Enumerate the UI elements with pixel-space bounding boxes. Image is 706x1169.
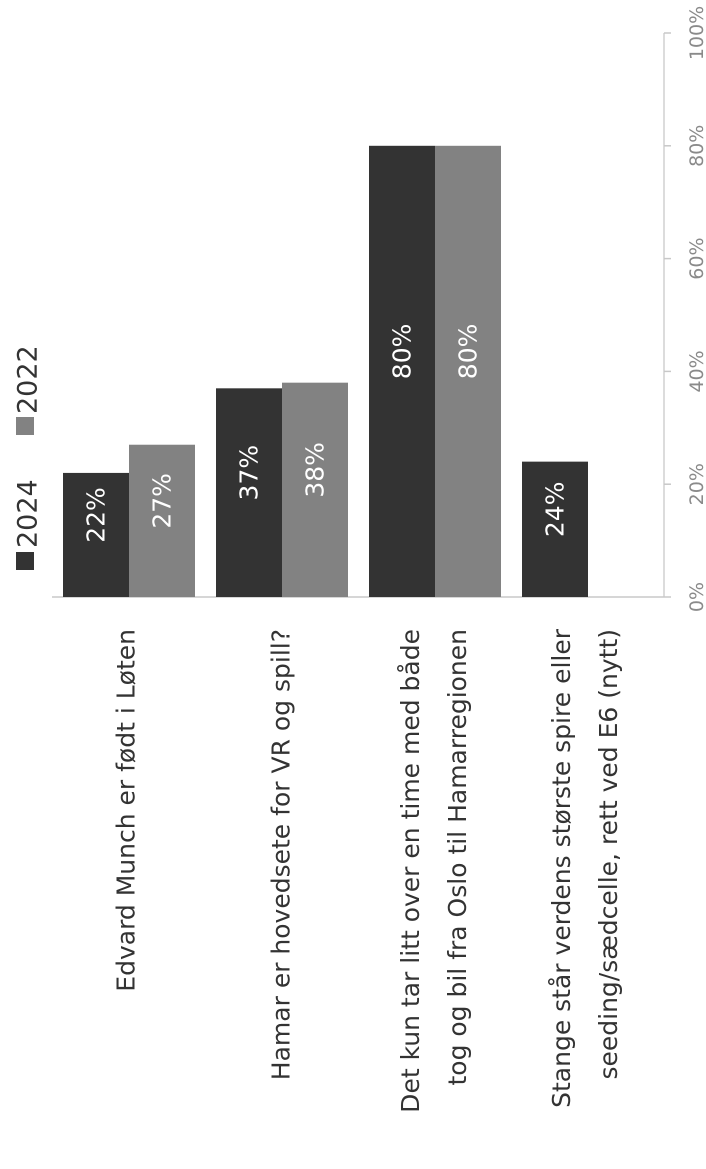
bar-2024 (63, 472, 129, 597)
legend-swatch (16, 552, 34, 570)
category-label: Hamar er hovedsete for VR og spill? (267, 629, 296, 1080)
category-label: Stange står verdens største spire eller (547, 628, 576, 1108)
bar-2022 (435, 145, 501, 597)
data-label: 24% (541, 482, 570, 538)
legend-label: 2024 (13, 479, 44, 548)
category-label: Edvard Munch er født i Løten (112, 629, 141, 992)
bar-2022 (129, 444, 195, 597)
tick-label: 100% (686, 6, 706, 60)
bars (63, 145, 588, 597)
bar-2022 (282, 382, 348, 597)
data-label: 27% (148, 473, 177, 529)
category-label: tog og bil fra Oslo til Hamarregionen (443, 629, 472, 1086)
tick-label: 0% (686, 582, 706, 612)
value-axis: 0% 20% 40% 60% 80% 100% (664, 6, 706, 612)
bar-2024 (369, 145, 435, 597)
tick-label: 20% (686, 463, 706, 505)
tick-label: 80% (686, 125, 706, 167)
bar-2024 (216, 388, 282, 597)
bar-2024 (522, 461, 588, 597)
data-label: 80% (388, 324, 417, 380)
legend-swatch (16, 417, 34, 435)
data-label: 80% (454, 324, 483, 380)
category-label: Det kun tar litt over en time med både (396, 629, 425, 1113)
tick-label: 60% (686, 237, 706, 279)
legend-label: 2022 (13, 345, 44, 414)
legend: 2024 2022 (13, 345, 44, 570)
category-axis: Edvard Munch er født i Løten Hamar er hov… (112, 628, 624, 1113)
plot-area: 0% 20% 40% 60% 80% 100% 22% 27% 37% 38% 80% 80% 24%… (13, 6, 706, 1113)
data-label: 38% (301, 442, 330, 498)
data-label: 22% (82, 487, 111, 543)
category-label: seeding/sædcelle, rett ved E6 (nytt) (594, 629, 623, 1080)
tick-label: 40% (686, 350, 706, 392)
data-label: 37% (235, 445, 264, 501)
data-labels: 22% 27% 37% 38% 80% 80% 24% (82, 324, 570, 543)
